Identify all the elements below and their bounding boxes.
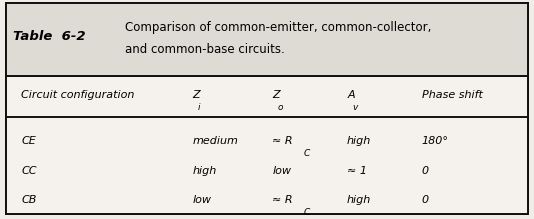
- Text: Z: Z: [192, 90, 200, 100]
- Text: and common-base circuits.: and common-base circuits.: [125, 43, 285, 56]
- Text: high: high: [347, 195, 371, 205]
- Text: ≈ 1: ≈ 1: [347, 166, 367, 176]
- Text: C: C: [303, 149, 310, 158]
- Text: low: low: [272, 166, 292, 176]
- Text: low: low: [192, 195, 211, 205]
- Text: o: o: [278, 103, 283, 112]
- Text: CE: CE: [21, 136, 36, 146]
- Text: high: high: [347, 136, 371, 146]
- Text: v: v: [352, 103, 358, 112]
- Text: Phase shift: Phase shift: [422, 90, 483, 100]
- Text: 0: 0: [422, 195, 429, 205]
- Text: high: high: [192, 166, 216, 176]
- Bar: [6, 3, 528, 76]
- Text: Table  6-2: Table 6-2: [13, 30, 86, 43]
- Text: CB: CB: [21, 195, 37, 205]
- Text: ≈ R: ≈ R: [272, 195, 293, 205]
- Text: 180°: 180°: [422, 136, 449, 146]
- Text: 0: 0: [422, 166, 429, 176]
- Text: medium: medium: [192, 136, 238, 146]
- Text: C: C: [303, 208, 310, 217]
- Text: Z: Z: [272, 90, 280, 100]
- Text: ≈ R: ≈ R: [272, 136, 293, 146]
- Text: Circuit configuration: Circuit configuration: [21, 90, 135, 100]
- Text: Comparison of common-emitter, common-collector,: Comparison of common-emitter, common-col…: [125, 21, 432, 34]
- Text: A: A: [347, 90, 355, 100]
- Text: CC: CC: [21, 166, 37, 176]
- Text: i: i: [198, 103, 200, 112]
- Bar: [6, 76, 528, 214]
